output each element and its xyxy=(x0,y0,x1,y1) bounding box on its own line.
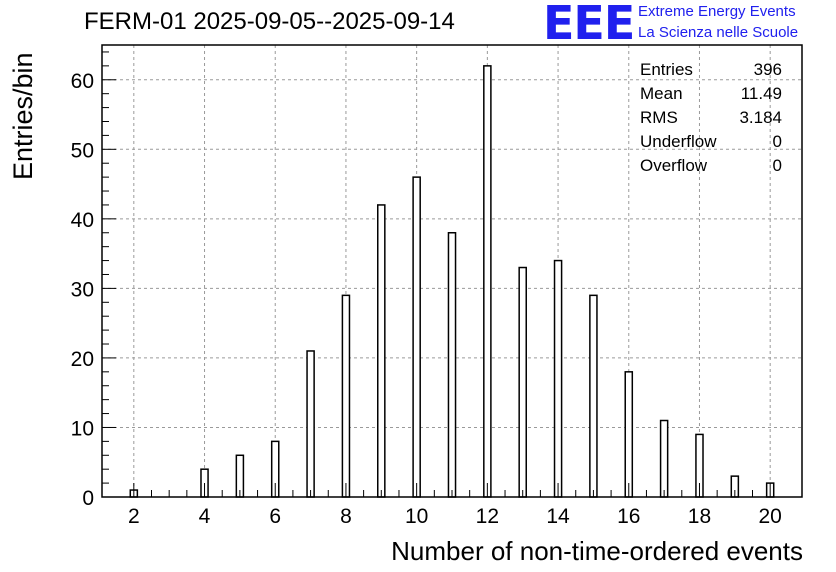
stat-rms-value: 3.184 xyxy=(739,108,782,127)
y-tick-label: 20 xyxy=(71,348,94,371)
chart-title: FERM-01 2025-09-05--2025-09-14 xyxy=(84,8,455,35)
x-tick-label: 10 xyxy=(405,505,428,528)
y-tick-label: 10 xyxy=(71,417,94,440)
histogram-bar xyxy=(306,350,315,498)
histogram-bar xyxy=(553,259,563,498)
logo-line-2: La Scienza nelle Scuole xyxy=(638,24,799,41)
x-tick-label: 16 xyxy=(617,505,640,528)
histogram-bar xyxy=(447,232,457,498)
y-tick-label: 60 xyxy=(71,70,94,93)
y-tick-label: 0 xyxy=(82,487,94,510)
histogram-bar xyxy=(341,294,351,498)
stat-rms-label: RMS xyxy=(640,108,678,127)
histogram-bar xyxy=(659,419,669,498)
x-tick-label: 6 xyxy=(269,505,281,528)
stat-underflow-label: Underflow xyxy=(640,132,717,151)
stat-entries: Entries 396 xyxy=(640,58,782,82)
stat-entries-label: Entries xyxy=(640,60,693,79)
histogram-bar xyxy=(377,204,386,498)
eee-logo: EEE xyxy=(543,0,635,50)
y-tick-label: 40 xyxy=(71,209,94,232)
stat-overflow-value: 0 xyxy=(772,156,782,175)
stat-rms: RMS 3.184 xyxy=(640,106,782,130)
stat-underflow-value: 0 xyxy=(772,132,782,151)
stat-mean: Mean 11.49 xyxy=(640,82,782,106)
plot-frame xyxy=(101,44,803,498)
stat-mean-value: 11.49 xyxy=(740,84,782,103)
histogram-bar xyxy=(412,176,421,498)
histogram-bar xyxy=(483,65,492,498)
x-tick-label: 18 xyxy=(688,505,711,528)
y-tick-label: 30 xyxy=(71,278,94,301)
x-tick-label: 2 xyxy=(128,505,140,528)
x-tick-label: 12 xyxy=(476,505,499,528)
stat-mean-label: Mean xyxy=(640,84,683,103)
histogram-bar xyxy=(518,266,527,498)
histogram-bar xyxy=(589,294,598,498)
stat-underflow: Underflow 0 xyxy=(640,130,782,154)
stats-box: Entries 396 Mean 11.49 RMS 3.184 Underfl… xyxy=(640,58,782,178)
stat-overflow: Overflow 0 xyxy=(640,154,782,178)
x-tick-label: 20 xyxy=(759,505,782,528)
x-axis-label: Number of non-time-ordered events xyxy=(391,536,803,566)
x-tick-label: 8 xyxy=(340,505,352,528)
y-tick-label: 50 xyxy=(71,139,94,162)
logo-line-1: Extreme Energy Events xyxy=(638,3,796,20)
x-tick-label: 14 xyxy=(546,505,570,528)
histogram-bar xyxy=(624,371,634,498)
x-tick-label: 4 xyxy=(199,505,211,528)
stat-overflow-label: Overflow xyxy=(640,156,708,175)
stat-entries-value: 396 xyxy=(753,60,782,79)
y-axis-label: Entries/bin xyxy=(8,52,38,180)
